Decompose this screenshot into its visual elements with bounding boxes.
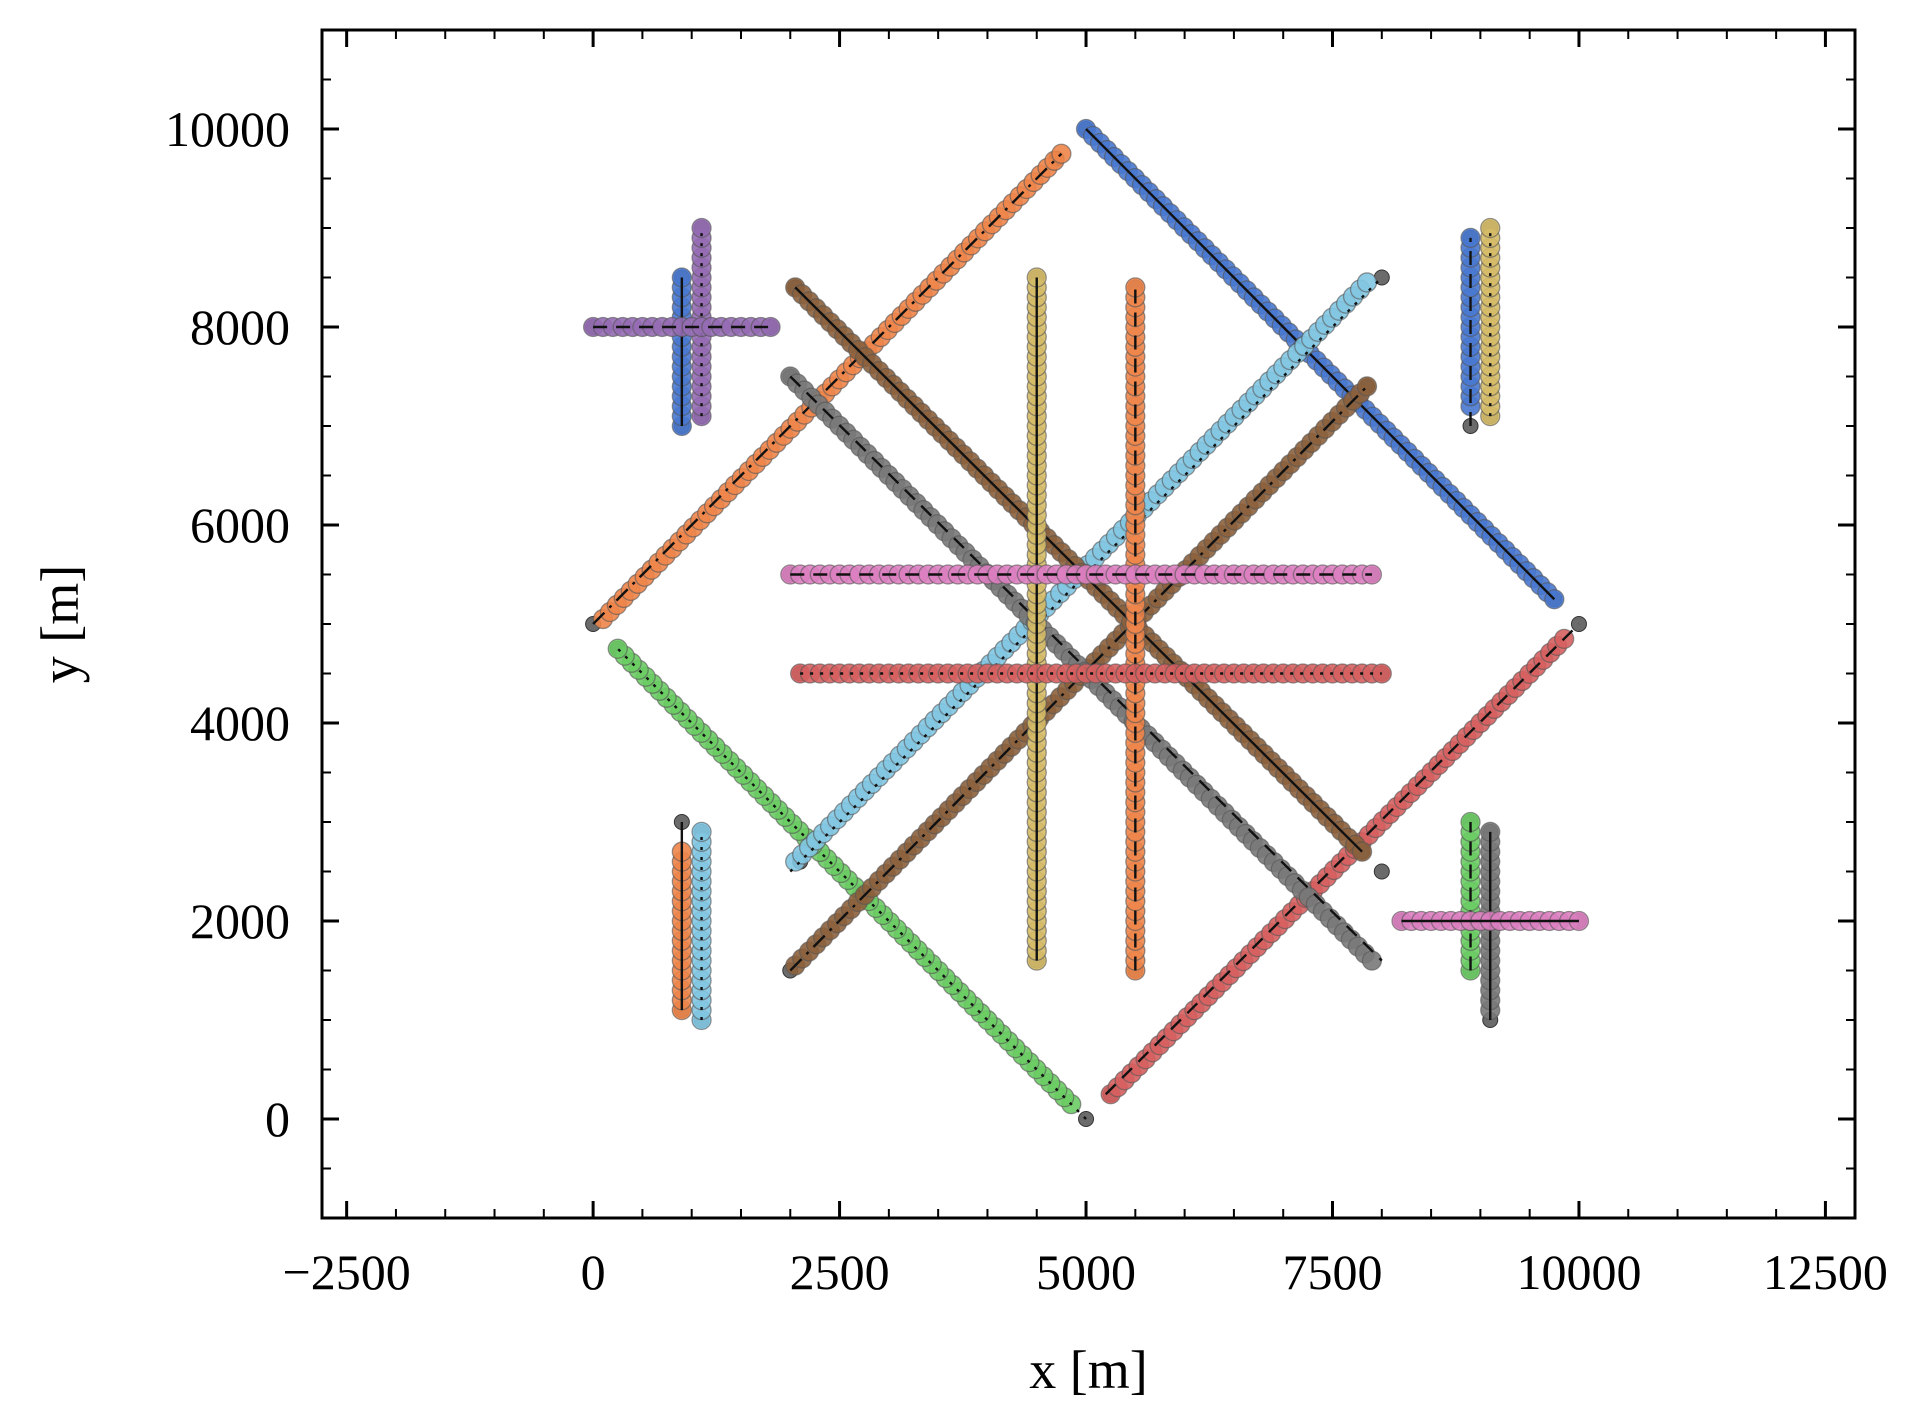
series-5-point <box>1356 272 1378 293</box>
series-19 <box>691 821 712 1031</box>
x-tick-label: 5000 <box>1036 1244 1136 1300</box>
series-12 <box>789 663 1392 684</box>
x-tick-label: 7500 <box>1282 1244 1382 1300</box>
x-tick-label: 12500 <box>1763 1244 1888 1300</box>
x-axis-label: x [m] <box>1029 1340 1147 1400</box>
x-tick-label: 10000 <box>1516 1244 1641 1300</box>
series-1-line <box>1085 128 1556 601</box>
series-11 <box>780 564 1383 585</box>
series-15 <box>582 316 781 338</box>
series-9 <box>1026 267 1047 971</box>
series-3-point <box>607 638 628 659</box>
series-2-line <box>592 152 1063 625</box>
series-layer <box>582 118 1590 1127</box>
x-tick-label: −2500 <box>283 1244 411 1300</box>
series-8-point <box>1361 950 1383 971</box>
series-3 <box>607 638 1095 1127</box>
y-axis-label: y [m] <box>30 565 90 683</box>
series-8-ref-end <box>1373 863 1390 880</box>
series-10 <box>1125 277 1146 981</box>
series-20 <box>1460 811 1481 981</box>
series-14 <box>691 217 712 427</box>
x-tick-label: 2500 <box>790 1244 890 1300</box>
y-tick-label: 0 <box>265 1091 290 1147</box>
y-tick-label: 8000 <box>190 299 290 355</box>
y-tick-label: 4000 <box>190 695 290 751</box>
series-4-line <box>1104 623 1580 1096</box>
series-17 <box>1480 217 1501 427</box>
series-17-point <box>1480 217 1501 239</box>
y-tick-label: 6000 <box>190 497 290 553</box>
series-16 <box>1460 227 1481 434</box>
series-3-line <box>616 647 1087 1120</box>
y-tick-label: 2000 <box>190 893 290 949</box>
series-6-point <box>1356 376 1378 397</box>
series-13 <box>671 267 692 437</box>
series-14-point <box>691 217 712 239</box>
tick-labels: −2500 0 2500 5000 7500 10000 12500 0 2000 4000 600… <box>165 101 1888 1300</box>
series-19-point <box>691 821 712 843</box>
ticks-layer <box>322 29 1855 1218</box>
series-22 <box>1391 910 1590 932</box>
y-tick-label: 10000 <box>165 101 290 157</box>
x-tick-label: 0 <box>581 1244 606 1300</box>
series-18 <box>671 814 692 1021</box>
